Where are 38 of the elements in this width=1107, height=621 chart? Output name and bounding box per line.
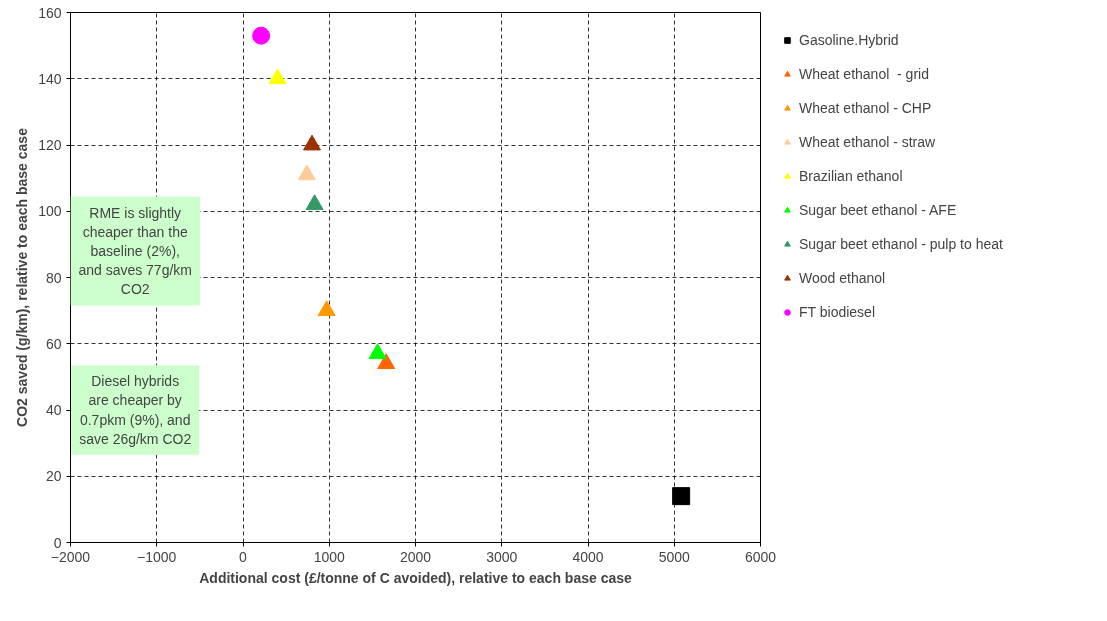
annotation: RME is slightly cheaper than the baseline (2%), and saves 77g/km CO2: [78, 204, 192, 298]
legend-label: Wheat ethanol - grid: [799, 66, 929, 82]
y-axis-title: CO2 saved (g/km), relative to each base case: [14, 127, 31, 427]
x-tick-label: 5000: [658, 548, 691, 565]
x-tick-label: −2000: [50, 548, 91, 565]
legend-label: Brazilian ethanol: [799, 168, 903, 184]
legend-label: Wood ethanol: [799, 270, 886, 286]
y-tick-label: 0: [53, 534, 62, 551]
y-tick-label: 100: [38, 203, 62, 220]
annotation: Diesel hybrids are cheaper by 0.7pkm (9%), and save 26g/km CO2: [79, 373, 192, 447]
point: [268, 68, 287, 85]
y-tick-label: 140: [38, 70, 62, 87]
legend-label: Wheat ethanol - straw: [799, 134, 936, 150]
y-tick-label: 60: [45, 335, 62, 352]
y-tick-label: 20: [45, 468, 62, 485]
x-tick-label: 4000: [572, 548, 604, 565]
x-tick-label: 1000: [313, 548, 346, 565]
x-tick-label: 2000: [399, 548, 432, 565]
y-tick-label: 120: [38, 137, 62, 153]
legend-label: Sugar beet ethanol - AFE: [799, 202, 957, 218]
x-tick-label: 3000: [486, 548, 518, 565]
point: [368, 343, 387, 360]
x-tick-label: 6000: [744, 548, 777, 565]
y-tick-label: 80: [45, 269, 62, 286]
point: [303, 134, 321, 151]
legend-label: Wheat ethanol - CHP: [799, 100, 932, 116]
point: [305, 194, 324, 211]
x-axis-title: Additional cost (£/tonne of C avoided), relative to each base case: [199, 569, 632, 586]
y-tick-label: 40: [45, 402, 62, 418]
point: [297, 164, 316, 181]
legend-label: FT biodiesel: [799, 304, 876, 320]
legend-label: Gasoline.Hybrid: [799, 32, 899, 48]
legend-label: Sugar beet ethanol - pulp to heat: [799, 236, 1003, 252]
y-tick-label: 160: [38, 4, 62, 21]
x-tick-label: 0: [239, 548, 248, 565]
x-tick-label: −1000: [137, 548, 177, 565]
point: [317, 300, 336, 317]
point: [377, 353, 396, 370]
